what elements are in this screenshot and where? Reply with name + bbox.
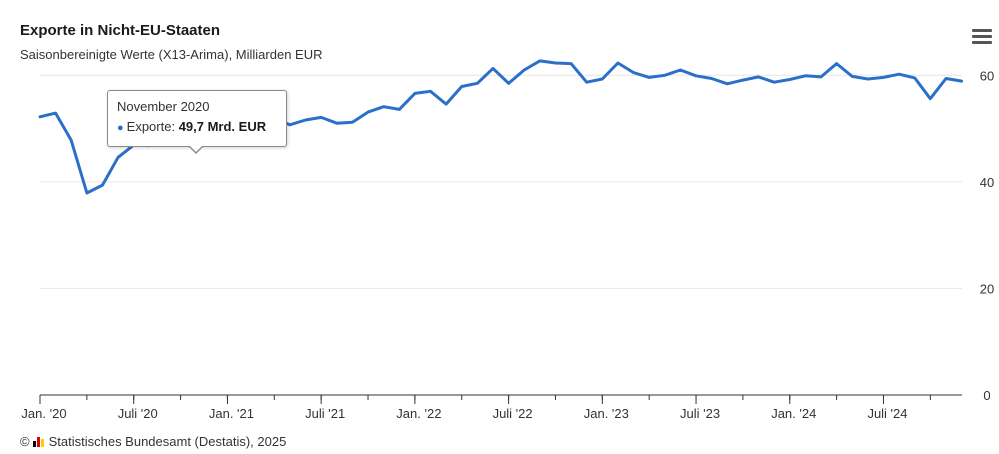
destatis-logo-icon [32, 436, 44, 447]
x-tick-label: Juli '20 [118, 406, 158, 421]
chart-subtitle: Saisonbereinigte Werte (X13-Arima), Mill… [20, 47, 323, 62]
credits-text: Statistisches Bundesamt (Destatis), 2025 [48, 434, 287, 449]
tooltip-value-line: ● Exporte: 49,7 Mrd. EUR [117, 119, 277, 134]
x-tick-label: Juli '22 [493, 406, 533, 421]
x-tick-label: Jan. '22 [396, 406, 441, 421]
x-tick-label: Jan. '24 [771, 406, 816, 421]
x-tick-label: Jan. '20 [21, 406, 66, 421]
data-tooltip: November 2020 ● Exporte: 49,7 Mrd. EUR [107, 90, 287, 147]
y-tick-label: 60 [980, 68, 994, 83]
x-tick-label: Jan. '21 [209, 406, 254, 421]
x-tick-label: Jan. '23 [584, 406, 629, 421]
x-tick-label: Juli '23 [680, 406, 720, 421]
copyright-symbol: © [20, 434, 30, 449]
tooltip-value: 49,7 Mrd. EUR [178, 119, 267, 134]
tooltip-pointer-inner [189, 145, 203, 152]
y-tick-label: 40 [980, 175, 994, 190]
tooltip-series-label: Exporte: [126, 119, 179, 134]
y-tick-label: 20 [980, 281, 994, 296]
x-tick-label: Juli '24 [867, 406, 907, 421]
tooltip-date: November 2020 [117, 99, 210, 114]
chart-title: Exporte in Nicht-EU-Staaten [20, 22, 221, 39]
hamburger-menu-icon[interactable] [972, 29, 992, 46]
y-tick-label: 0 [983, 388, 990, 403]
x-tick-label: Juli '21 [305, 406, 345, 421]
credits[interactable]: © Statistisches Bundesamt (Destatis), 20… [20, 434, 286, 449]
series-dot-icon: ● [117, 122, 124, 134]
